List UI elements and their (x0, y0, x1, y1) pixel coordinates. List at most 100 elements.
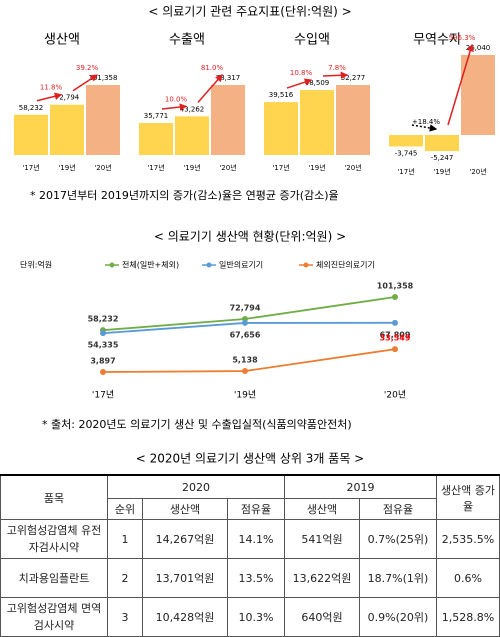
growth-arrow (197, 74, 223, 103)
cell: 1 (107, 519, 143, 559)
header-cell: 2019 (284, 474, 437, 499)
x-tick-label: '20년 (384, 390, 406, 401)
item-name: 고위험성감염체 면역검사시약 (0, 597, 108, 637)
growth-label: +18.4% (412, 118, 440, 126)
bar (139, 123, 173, 155)
growth-arrow (286, 78, 313, 89)
value-label: 26,040 (466, 44, 491, 52)
growth-arrow (36, 92, 63, 102)
growth-arrow (322, 71, 349, 80)
table-row: 치과용임플란트 2 13,701억원 13.5% 13,622억원 18.7%(1위) 0.… (0, 558, 500, 598)
legend-marker (206, 262, 212, 268)
value-label: 58,232 (19, 104, 44, 112)
bar (425, 135, 459, 152)
growth-arrow (411, 124, 438, 132)
item-name: 고위험성감염체 유전자검사시약 (0, 519, 108, 559)
bar (264, 102, 298, 155)
point (392, 346, 398, 353)
x-tick-label: '17년 (22, 163, 39, 172)
subheader-cell: 생산액 (284, 498, 360, 520)
cell: 0.7%(25위) (359, 519, 437, 559)
value-label: 52,277 (341, 74, 366, 82)
legend-label: 전체(일반+체외) (122, 260, 179, 270)
value-label: 3,897 (90, 357, 115, 366)
subheader-cell: 점유율 (227, 498, 285, 520)
chart-title: 수입액 (294, 33, 330, 48)
value-label: 67,656 (230, 330, 261, 339)
cell: 2,535.5% (436, 519, 500, 559)
x-tick-label: '17년 (147, 163, 164, 172)
value-label: 58,232 (88, 315, 119, 324)
growth-label: 596.3% (449, 34, 476, 42)
bar (389, 135, 423, 147)
table-row: 고위험성감염체 유전자검사시약 1 14,267억원 14.1% 541억원 0.7%(2… (0, 519, 500, 559)
value-label: 33,549 (380, 334, 411, 343)
table-row: 고위험성감염체 면역검사시약 3 10,428억원 10.3% 640억원 0.9%(20… (0, 597, 500, 637)
x-tick-label: '19년 (234, 390, 256, 401)
cell: 13.5% (227, 558, 285, 598)
value-label: 54,335 (88, 341, 119, 350)
cell: 2 (107, 558, 143, 598)
growth-label: 7.8% (328, 64, 346, 72)
value-label: 67,809 (380, 330, 411, 339)
x-tick-label: '20년 (469, 167, 486, 176)
cell: 640억원 (284, 597, 360, 637)
cell: 0.6% (436, 558, 500, 598)
legend-label: 체외진단의료기기 (316, 260, 375, 270)
subheader-cell: 순위 (107, 498, 143, 520)
cell: 0.9%(20위) (359, 597, 437, 637)
bar (86, 85, 120, 155)
chart-title: 무역수지 (413, 33, 461, 48)
header-title: < 의료기기 관련 주요지표(단위:억원) > (148, 5, 351, 19)
growth-label: 11.8% (40, 84, 63, 92)
growth-arrow (161, 103, 188, 111)
point (392, 294, 398, 300)
charts: < 의료기기 관련 주요지표(단위:억원) > * 2017년부터 2019년까… (14, 5, 495, 466)
cell: 13,701억원 (142, 558, 228, 598)
note: * 2017년부터 2019년까지의 증가(감소)율은 연평균 증가(감소)율 (30, 189, 339, 202)
value-label: 39,516 (269, 91, 294, 99)
value-label: 35,771 (144, 112, 169, 120)
legend-marker (109, 262, 115, 268)
point (242, 319, 248, 326)
cell: 13,622억원 (284, 558, 360, 598)
cell: 1,528.8% (436, 597, 500, 637)
value-label: 72,794 (230, 303, 261, 312)
legend-marker (303, 262, 309, 268)
value-label: 43,262 (180, 105, 205, 113)
x-tick-label: '20년 (219, 163, 236, 172)
item-name: 치과용임플란트 (0, 558, 108, 598)
x-tick-label: '19년 (58, 163, 75, 172)
section-title: < 의료기기 생산액 현황(단위:억원) > (154, 230, 346, 244)
x-tick-label: '20년 (94, 163, 111, 172)
cell: 18.7%(1위) (359, 558, 437, 598)
value-label: -5,247 (431, 154, 454, 162)
x-tick-label: '17년 (92, 390, 114, 401)
unit-label: 단위:억원 (20, 260, 52, 270)
chart-title: 수출액 (169, 33, 205, 48)
cell: 10,428억원 (142, 597, 228, 637)
bar (300, 90, 334, 155)
point (100, 369, 106, 375)
value-label: 101,358 (89, 74, 118, 82)
cell: 14.1% (227, 519, 285, 559)
subheader-cell: 생산액 (142, 498, 228, 520)
growth-arrow (72, 74, 99, 92)
value-label: 72,794 (55, 94, 80, 102)
series-line (102, 296, 396, 332)
value-label: 5,138 (232, 356, 258, 365)
header-cell: 품목 (0, 474, 108, 520)
growth-label: 10.0% (165, 95, 188, 103)
point (242, 368, 248, 375)
header-cell: 생산액 증가율 (436, 474, 500, 520)
cell: 14,267억원 (142, 519, 228, 559)
value-label: 48,509 (305, 79, 330, 87)
cell: 10.3% (227, 597, 285, 637)
growth-label: 81.0% (201, 64, 224, 72)
subheader-cell: 점유율 (359, 498, 437, 520)
legend-label: 일반의료기기 (219, 260, 263, 270)
growth-label: 39.2% (76, 64, 99, 72)
value-label: -3,745 (395, 150, 418, 158)
bar (14, 114, 48, 155)
